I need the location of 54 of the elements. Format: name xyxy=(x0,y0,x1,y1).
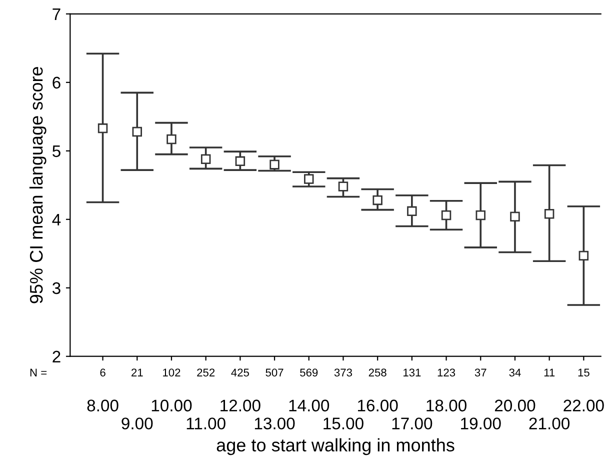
annotation: 21 xyxy=(132,368,143,376)
x-tick-label: 13.00 xyxy=(254,418,295,430)
y-tick-label: 5 xyxy=(52,145,60,158)
point xyxy=(544,209,554,219)
y-tick-label: 6 xyxy=(52,76,60,89)
x-tick-label: 12.00 xyxy=(220,400,260,412)
annotation: 15 xyxy=(578,368,590,376)
point xyxy=(476,210,486,220)
x-tick-label: 10.00 xyxy=(152,400,192,412)
annotation: 102 xyxy=(163,368,180,376)
point xyxy=(235,156,246,166)
x-tick-label: 18.00 xyxy=(426,400,466,412)
y-tick-label: 4 xyxy=(52,214,61,226)
y-tick-label: 3 xyxy=(52,282,60,294)
x-axis-title: age to start walking in months xyxy=(216,438,454,456)
annotation: 34 xyxy=(509,368,521,376)
annotation: 373 xyxy=(334,368,352,376)
text: N = xyxy=(30,368,47,376)
point xyxy=(166,134,176,144)
y-tick-label: 2 xyxy=(52,350,60,362)
annotation: 11 xyxy=(544,368,555,376)
annotation: 252 xyxy=(197,368,215,376)
x-tick-label: 17.00 xyxy=(392,418,432,430)
annotation: 258 xyxy=(368,368,386,376)
x-tick-label: 20.00 xyxy=(494,400,536,412)
annotation: 37 xyxy=(474,368,486,376)
x-tick-label: 9.00 xyxy=(122,418,153,430)
x-tick-label: 22.00 xyxy=(564,400,604,412)
x-tick-label: 11.00 xyxy=(186,418,226,430)
x-tick-label: 15.00 xyxy=(324,418,364,430)
x-tick-label: 8.00 xyxy=(87,400,118,412)
annotation: 507 xyxy=(266,368,284,376)
annotation: 6 xyxy=(100,368,106,376)
point xyxy=(407,206,417,216)
x-tick-label: 19.00 xyxy=(461,418,501,430)
point xyxy=(372,195,382,206)
x-tick-label: 14.00 xyxy=(289,400,330,412)
x-tick-label: 16.00 xyxy=(358,400,398,412)
point xyxy=(270,160,280,170)
annotation: 425 xyxy=(231,368,249,376)
annotation: 569 xyxy=(300,368,318,376)
y-tick-label: 7 xyxy=(52,8,60,20)
point xyxy=(510,212,520,222)
annotation: 131 xyxy=(404,368,421,376)
point xyxy=(441,210,452,220)
point xyxy=(132,126,142,137)
point xyxy=(200,154,211,164)
point xyxy=(304,174,314,184)
point xyxy=(578,250,589,261)
y-axis-title: 95% CI mean language score xyxy=(29,66,46,304)
point xyxy=(338,182,348,192)
x-tick-label: 21.00 xyxy=(529,418,570,430)
point xyxy=(98,123,108,134)
annotation: 123 xyxy=(438,368,456,376)
